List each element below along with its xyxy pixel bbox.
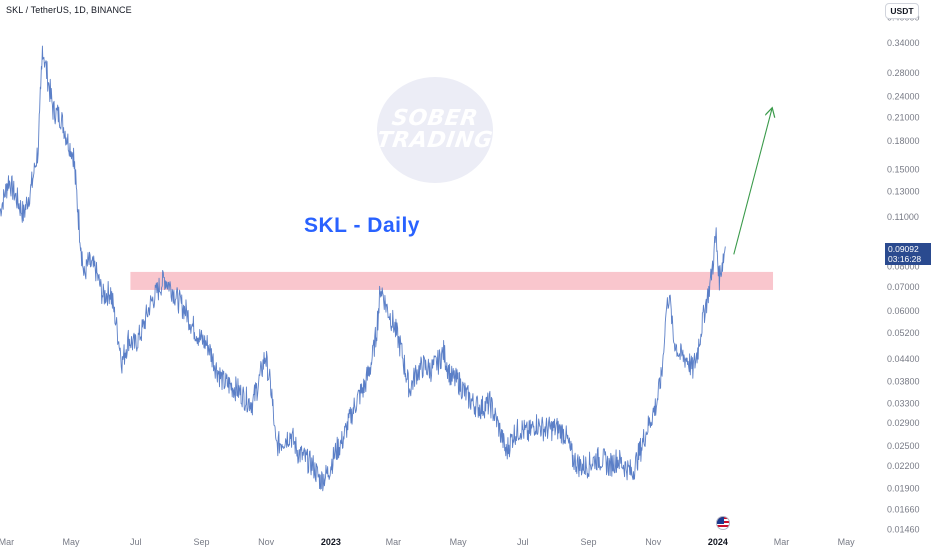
price-axis-label: 0.05200: [887, 328, 920, 338]
time-axis-label: Jul: [130, 537, 142, 547]
time-axis-label: Nov: [645, 537, 662, 547]
us-flag-icon[interactable]: [716, 516, 730, 530]
time-axis-label: Mar: [0, 537, 14, 547]
resistance-zone: [130, 271, 774, 290]
price-axis-label: 0.04400: [887, 354, 920, 364]
watermark-logo: SOBER TRADING: [375, 77, 495, 183]
bar-countdown: 03:16:28: [888, 254, 922, 264]
price-axis-label: 0.02200: [887, 461, 920, 471]
price-axis-label: 0.03300: [887, 398, 920, 408]
price-axis-label: 0.13000: [887, 186, 920, 196]
time-axis: Mar May Jul Sep Nov 2023 Mar May Jul Sep Nov 2024 Ma…: [0, 537, 855, 547]
price-axis-label: 0.07000: [887, 282, 920, 292]
currency-button[interactable]: USDT: [885, 3, 919, 19]
price-axis-label: 0.28000: [887, 68, 920, 78]
time-axis-label: 2023: [321, 537, 341, 547]
price-axis-label: 0.34000: [887, 38, 920, 48]
price-axis-label: 0.01660: [887, 504, 920, 514]
time-axis-label: May: [450, 537, 468, 547]
time-axis-label: Jul: [517, 537, 529, 547]
price-axis-label: 0.02500: [887, 441, 920, 451]
symbol-info[interactable]: SKL / TetherUS, 1D, BINANCE: [6, 5, 132, 15]
price-axis-label: 0.01900: [887, 484, 920, 494]
time-axis-label: Mar: [774, 537, 790, 547]
projection-arrow-layer: [733, 109, 772, 255]
time-axis-label: Sep: [193, 537, 209, 547]
price-axis-label: 0.18000: [887, 136, 920, 146]
time-axis-label: 2024: [708, 537, 728, 547]
time-axis-label: Nov: [258, 537, 275, 547]
time-axis-label: May: [63, 537, 81, 547]
price-axis-label: 0.21000: [887, 112, 920, 122]
price-axis-label: 0.11000: [887, 212, 919, 222]
price-series-line: [0, 45, 726, 492]
price-axis-label: 0.08000: [887, 261, 920, 271]
time-axis-label: Sep: [581, 537, 597, 547]
time-axis-label: Mar: [386, 537, 402, 547]
logo-line-1: SOBER: [390, 106, 480, 131]
price-axis-background: [878, 0, 932, 550]
price-axis-label: 0.24000: [887, 92, 920, 102]
price-axis-label: 0.15000: [887, 164, 920, 174]
series-layer: [0, 45, 726, 492]
price-axis-label: 0.06000: [887, 306, 920, 316]
price-axis-label: 0.02900: [887, 418, 920, 428]
logo-line-2: TRADING: [375, 128, 495, 153]
time-axis-label: May: [838, 537, 856, 547]
projection-arrow: [733, 109, 772, 255]
price-axis-label: 0.03800: [887, 376, 920, 386]
resistance-zone-layer: [130, 271, 774, 290]
price-axis-label: 0.01460: [887, 524, 920, 534]
last-price-badge: 0.09092 03:16:28: [885, 243, 931, 265]
chart-annotation-title: SKL - Daily: [304, 214, 420, 237]
last-price-value: 0.09092: [888, 244, 919, 254]
